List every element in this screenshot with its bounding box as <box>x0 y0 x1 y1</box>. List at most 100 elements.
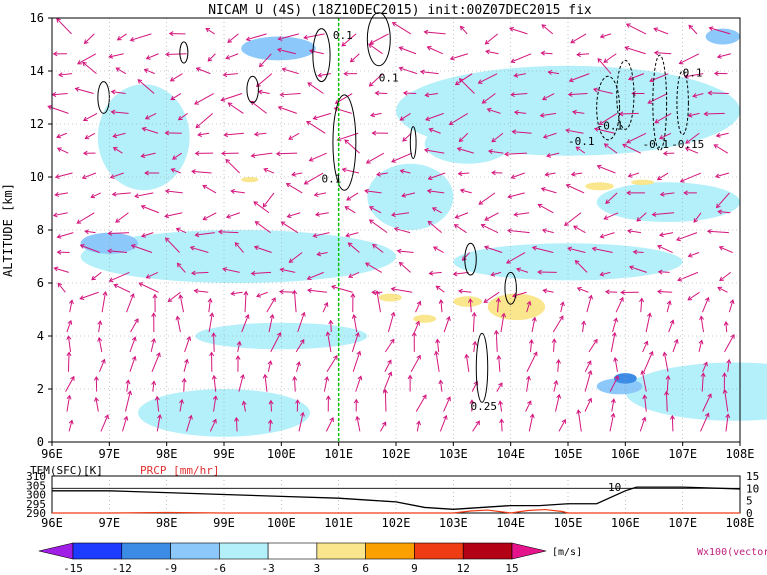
wind-arrow <box>427 172 446 181</box>
lower-x-tick-10: 106E <box>611 516 640 530</box>
wind-arrow-shaft <box>150 338 155 353</box>
wind-arrow-head <box>575 146 581 151</box>
wind-arrow-head <box>207 297 213 303</box>
wind-arrow <box>625 23 647 35</box>
wind-arrow <box>588 338 598 353</box>
wind-arrow-shaft <box>457 147 474 154</box>
wind-arrow <box>469 399 475 412</box>
wind-arrow-head <box>393 226 399 232</box>
wind-arrow-head <box>484 39 490 45</box>
wind-arrow <box>510 172 525 180</box>
wind-arrow-head <box>227 38 233 43</box>
wind-arrow-head <box>576 286 582 292</box>
colorbar-tick-5: 3 <box>314 562 321 575</box>
wind-arrow <box>435 338 441 352</box>
wind-arrow <box>603 53 617 63</box>
wind-arrow <box>108 53 124 59</box>
wind-arrow-head <box>687 112 693 118</box>
wind-arrow-head <box>245 36 251 42</box>
wind-arrow-shaft <box>208 298 211 313</box>
wind-arrow-shaft <box>512 291 527 297</box>
wind-arrow-head <box>164 237 170 242</box>
wind-arrow-shaft <box>541 52 553 55</box>
wind-arrow-head <box>526 300 532 306</box>
field-10 <box>241 36 316 61</box>
wind-arrow <box>209 351 215 372</box>
wind-arrow-head <box>402 90 408 96</box>
wind-arrow-shaft <box>688 25 698 35</box>
wind-arrow-head <box>286 213 292 219</box>
wind-arrow <box>236 340 242 352</box>
wind-arrow-shaft <box>483 291 500 303</box>
wind-arrow-head <box>587 397 593 403</box>
wind-arrow-head <box>112 147 118 152</box>
wind-arrow <box>91 272 102 281</box>
wind-arrow-shaft <box>254 246 272 253</box>
surface-x-ticks: 96E 97E 98E 99E 100E 101E 102E 103E 104E 105E 106E… <box>41 516 754 530</box>
wind-arrow-head <box>176 262 182 268</box>
wind-arrow <box>222 267 240 273</box>
wind-arrow-shaft <box>459 78 475 94</box>
wind-arrow-head <box>438 379 444 385</box>
wind-arrow-shaft <box>141 232 154 237</box>
wind-arrow <box>312 232 330 238</box>
wind-arrow-head <box>167 297 173 303</box>
wind-arrow-shaft <box>572 111 585 114</box>
wind-arrow <box>478 192 496 205</box>
wind-arrow-shaft <box>478 192 496 205</box>
wind-arrow <box>668 319 675 333</box>
wind-arrow-head <box>371 289 376 295</box>
left-tick-1: 295 <box>26 498 46 511</box>
wind-arrow-head <box>303 34 309 40</box>
wind-arrow-head <box>53 266 59 272</box>
contour-7 <box>676 70 689 136</box>
wind-arrow-head <box>343 71 348 77</box>
wind-arrow <box>369 33 389 45</box>
wind-arrow <box>659 132 672 140</box>
wind-arrow <box>112 132 126 139</box>
wind-arrow-head <box>212 418 217 424</box>
wind-arrow-shaft <box>65 376 75 392</box>
wind-arrow <box>457 288 472 294</box>
wind-arrow-head <box>328 319 334 325</box>
wind-arrow-head <box>314 211 320 217</box>
wind-arrow-shaft <box>554 394 560 412</box>
wind-arrow <box>448 112 469 125</box>
wind-arrow <box>415 394 427 412</box>
wind-arrow-head <box>157 414 163 419</box>
wind-arrow-shaft <box>55 172 73 178</box>
field-3 <box>367 163 454 230</box>
wind-arrow <box>322 301 329 313</box>
wind-arrow-shaft <box>660 192 675 196</box>
wind-arrow-shaft <box>177 263 186 273</box>
wind-arrow-shaft <box>279 291 295 293</box>
wind-arrow-head <box>632 249 638 255</box>
lower-x-tick-11: 107E <box>668 516 697 530</box>
wind-arrow-shaft <box>69 300 73 313</box>
wind-arrow-head <box>170 95 176 101</box>
wind-arrow <box>416 420 422 432</box>
x-tick-5: 101E <box>324 447 353 461</box>
wind-arrow-shaft <box>228 102 244 114</box>
wind-arrow <box>558 418 567 432</box>
wind-arrow <box>145 271 159 279</box>
wind-arrow-head <box>351 314 357 319</box>
wind-arrow-shaft <box>603 53 617 63</box>
wind-arrow-shaft <box>256 73 273 87</box>
wind-arrow <box>700 372 706 392</box>
wind-arrow-head <box>69 299 74 305</box>
wind-arrow-head <box>528 339 534 344</box>
wind-arrow <box>325 331 332 352</box>
wind-arrow <box>250 270 272 276</box>
wind-arrow-head <box>611 331 617 337</box>
wind-arrow-shaft <box>612 318 617 333</box>
wind-arrow-shaft <box>270 400 272 412</box>
wind-arrow <box>610 398 616 412</box>
wind-arrow <box>662 351 669 372</box>
colorbar-tick-4: -3 <box>261 562 274 575</box>
wind-arrow-shaft <box>176 316 181 333</box>
wind-arrow <box>83 33 95 45</box>
wind-arrow-shaft <box>108 250 128 254</box>
wind-arrow-shaft <box>394 228 411 234</box>
